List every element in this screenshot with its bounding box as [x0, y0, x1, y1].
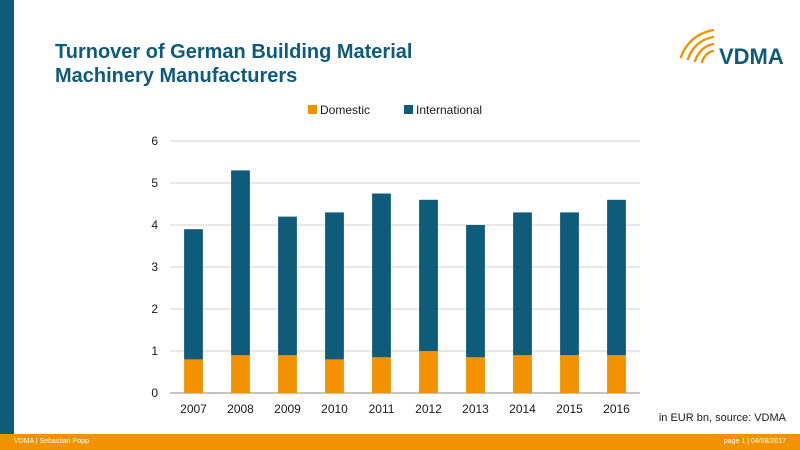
bar-international-2013	[466, 225, 485, 358]
y-tick-label: 1	[151, 344, 158, 358]
legend-swatch-international	[404, 105, 413, 114]
bar-domestic-2010	[325, 359, 344, 393]
bar-domestic-2013	[466, 357, 485, 393]
bar-domestic-2012	[419, 351, 438, 393]
bar-international-2007	[184, 229, 203, 360]
y-tick-label: 5	[151, 176, 158, 190]
x-tick-label: 2016	[603, 402, 630, 416]
left-accent-bar	[0, 0, 14, 434]
bar-international-2010	[325, 212, 344, 360]
chart-legend: Domestic International	[308, 103, 482, 117]
x-tick-label: 2014	[509, 402, 536, 416]
bar-domestic-2008	[231, 355, 250, 393]
logo-text: VDMA	[719, 44, 784, 69]
y-tick-label: 4	[151, 218, 158, 232]
bar-international-2015	[560, 212, 579, 356]
bar-international-2011	[372, 193, 391, 358]
bar-domestic-2016	[607, 355, 626, 393]
y-tick-label: 6	[151, 134, 158, 148]
slide-title: Turnover of German Building Material Mac…	[55, 40, 412, 88]
title-line-1: Turnover of German Building Material	[55, 41, 413, 63]
bar-international-2014	[513, 212, 532, 356]
bar-domestic-2011	[372, 357, 391, 393]
vdma-logo: VDMA	[679, 28, 784, 69]
bar-domestic-2007	[184, 359, 203, 393]
y-tick-label: 3	[151, 260, 158, 274]
x-tick-label: 2008	[227, 402, 254, 416]
footer-left-text: VDMA | Sebastian Popp	[14, 438, 89, 445]
x-tick-label: 2013	[462, 402, 489, 416]
x-tick-label: 2010	[321, 402, 348, 416]
x-tick-label: 2009	[274, 402, 301, 416]
bar-international-2016	[607, 199, 626, 356]
legend-label-domestic: Domestic	[320, 103, 370, 117]
y-tick-label: 0	[151, 386, 158, 400]
title-line-2: Machinery Manufacturers	[55, 65, 298, 87]
bar-domestic-2014	[513, 355, 532, 393]
source-note: in EUR bn, source: VDMA	[658, 412, 786, 424]
x-tick-labels: 2007 2008 2009 2010 2011 2012 2013 2014 2015 2016	[180, 402, 630, 416]
footer-bar: VDMA | Sebastian Popp page 1 | 04/08/201…	[0, 434, 800, 450]
legend-label-international: International	[416, 103, 482, 117]
bar-international-2008	[231, 170, 250, 356]
bar-domestic-2009	[278, 355, 297, 393]
x-tick-label: 2007	[180, 402, 207, 416]
legend-swatch-domestic	[308, 105, 317, 114]
bar-international-2009	[278, 216, 297, 356]
x-tick-label: 2015	[556, 402, 583, 416]
x-tick-label: 2011	[369, 402, 395, 416]
y-tick-labels: 0 1 2 3 4 5 6	[151, 134, 158, 400]
footer-right-text: page 1 | 04/08/2017	[723, 438, 786, 445]
y-tick-label: 2	[151, 302, 158, 316]
bar-domestic-2015	[560, 355, 579, 393]
bars	[184, 170, 626, 393]
x-tick-label: 2012	[415, 402, 442, 416]
bar-international-2012	[419, 199, 438, 351]
